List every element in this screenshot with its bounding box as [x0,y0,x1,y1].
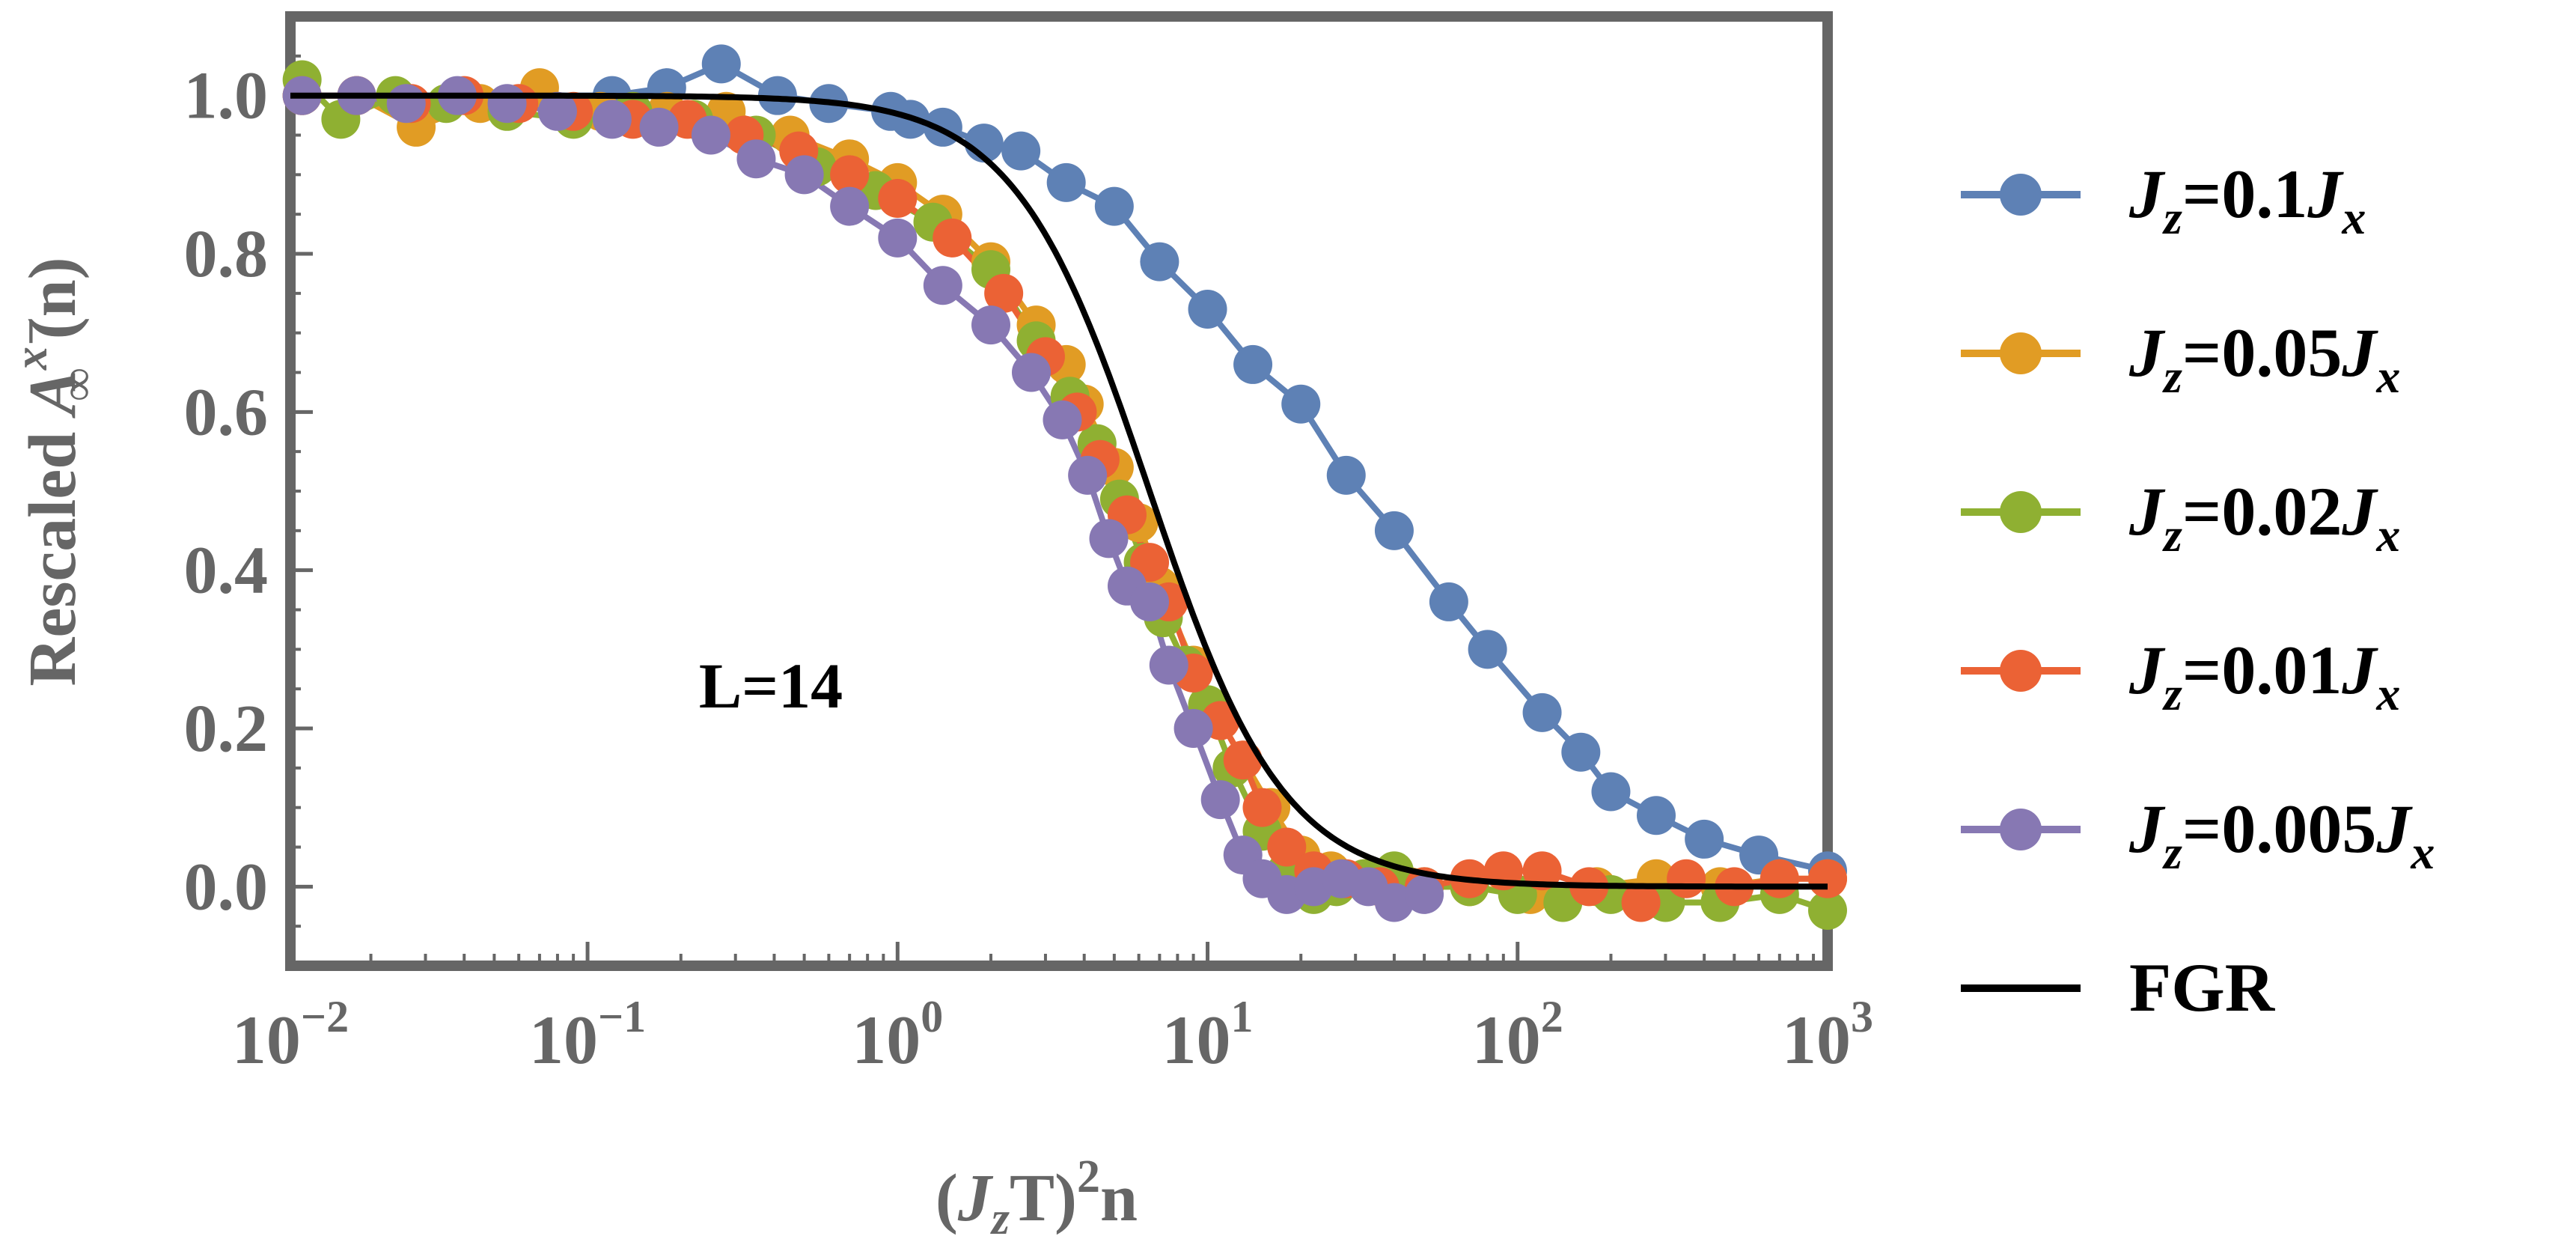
data-point [1130,582,1170,621]
data-point [1149,645,1188,685]
data-point [878,218,918,258]
data-point [592,100,632,139]
y-tick-label: 0.8 [184,217,269,291]
legend-label: Jz=0.02Jx [2128,473,2400,561]
data-point [386,84,426,124]
data-point [639,107,679,147]
data-point [1468,630,1507,669]
data-point [1522,851,1562,891]
data-point [1759,859,1799,898]
data-point [830,186,870,226]
y-tick-label: 0.0 [184,850,269,924]
data-point [537,91,577,131]
data-point [984,273,1024,313]
y-tick-label: 0.6 [184,375,269,449]
data-point [971,305,1011,345]
data-point [1374,883,1414,922]
data-point [1374,511,1414,550]
data-point [701,44,741,84]
data-point [1200,780,1240,820]
y-tick-label: 1.0 [184,59,269,133]
data-point [1591,772,1631,812]
tick-labels-group: 0.0 0.2 0.4 0.6 0.8 1.0 10−2 10−1 100 101 102 103 [184,59,1874,1078]
legend-swatch-marker [2000,174,2042,216]
data-point [878,179,918,219]
data-point [1089,519,1129,558]
data-point [784,155,824,195]
legend-label: Jz=0.1Jx [2128,156,2366,244]
data-point [933,218,972,258]
data-point [1685,819,1724,859]
legend-label: Jz=0.005Jx [2128,791,2435,879]
data-point [1621,883,1661,922]
data-point [1233,344,1273,384]
x-tick-label: 10−1 [529,992,646,1078]
data-point [691,115,730,155]
x-axis-title: (JzT)2n [936,1151,1138,1244]
data-point [757,76,797,115]
y-axis-title: Rescaled Ax−∞(n) [6,257,103,686]
data-point [923,266,962,305]
data-point [1405,874,1444,914]
ticks-group [288,15,1830,967]
x-tick-label: 100 [852,992,943,1078]
data-point [487,84,527,124]
fgr-line [290,92,1828,890]
data-point [1188,289,1227,329]
x-tick-label: 103 [1782,992,1873,1078]
data-point [1068,455,1108,495]
data-point [830,155,870,195]
data-point [1001,131,1041,171]
y-tick-label: 0.2 [184,692,269,766]
data-point [1667,859,1706,898]
legend-label: Jz=0.05Jx [2128,314,2400,403]
data-point [1267,827,1307,867]
data-point [1046,162,1086,202]
data-point [1140,242,1179,281]
data-point [1522,693,1562,732]
data-point [1011,353,1051,392]
legend-swatch-marker [2000,809,2042,850]
legend-swatch-marker [2000,332,2042,374]
data-point [1242,788,1282,827]
data-point [1561,732,1601,772]
data-point [1636,796,1676,835]
legend-label: Jz=0.01Jx [2128,632,2400,720]
data-point [1808,891,1847,931]
plot-frame [285,11,1833,971]
data-point [1326,455,1366,495]
data-point [1808,859,1847,898]
data-point [1094,186,1134,226]
data-point [1429,582,1468,621]
series-points-group [282,44,1847,931]
data-point [1173,709,1213,748]
x-tick-label: 102 [1472,992,1563,1078]
annotation-label: L=14 [699,650,843,722]
legend-label: FGR [2129,949,2276,1026]
legend-swatch-marker [2000,491,2042,533]
data-point [1281,384,1321,424]
legend: Jz=0.1Jx Jz=0.05Jx Jz=0.02Jx Jz=0.01Jx Jz=0.… [1961,156,2435,1026]
data-point [1223,740,1263,780]
x-tick-label: 101 [1162,992,1254,1078]
y-tick-label: 0.4 [184,534,269,608]
data-point [1043,400,1082,439]
x-tick-label: 10−2 [232,992,349,1078]
data-point [736,139,776,179]
legend-swatch-marker [2000,650,2042,692]
